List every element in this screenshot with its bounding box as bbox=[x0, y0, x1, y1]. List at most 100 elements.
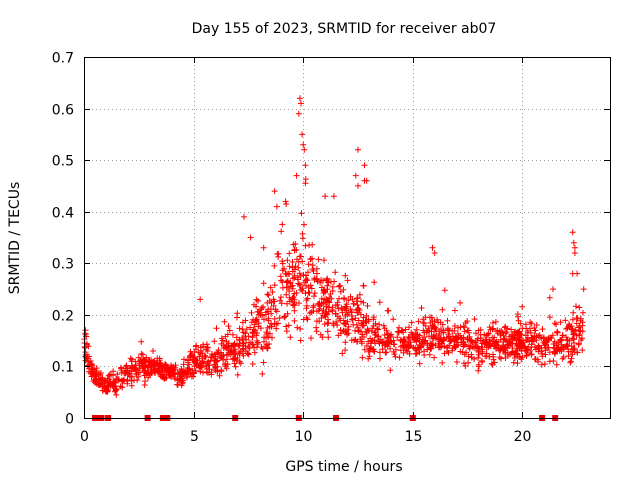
data-point bbox=[141, 369, 148, 375]
data-point bbox=[484, 340, 490, 347]
data-point bbox=[332, 311, 339, 317]
data-point bbox=[316, 305, 323, 312]
data-point bbox=[150, 348, 156, 354]
data-point bbox=[358, 340, 365, 347]
data-point bbox=[211, 357, 218, 363]
data-point bbox=[516, 340, 523, 347]
data-point bbox=[246, 339, 253, 346]
data-point bbox=[225, 340, 232, 347]
data-point bbox=[423, 329, 430, 336]
data-point bbox=[387, 367, 394, 374]
data-point bbox=[449, 347, 456, 354]
data-point bbox=[82, 330, 89, 337]
data-point bbox=[114, 371, 121, 378]
data-point bbox=[295, 258, 302, 265]
data-point bbox=[429, 318, 436, 325]
data-point bbox=[310, 267, 317, 274]
data-point bbox=[464, 336, 471, 343]
data-point bbox=[236, 336, 243, 343]
y-tick-label: 0.3 bbox=[52, 257, 74, 273]
data-point bbox=[337, 282, 344, 289]
data-point bbox=[289, 259, 296, 265]
data-point bbox=[236, 325, 243, 332]
data-point bbox=[327, 291, 334, 297]
data-point bbox=[370, 314, 377, 321]
data-point bbox=[352, 315, 359, 322]
data-point bbox=[392, 346, 399, 353]
data-point bbox=[127, 355, 134, 362]
data-point bbox=[215, 350, 222, 357]
data-point bbox=[462, 319, 469, 326]
data-point bbox=[512, 328, 519, 335]
data-point bbox=[431, 250, 438, 256]
data-point bbox=[275, 320, 281, 327]
data-point bbox=[197, 364, 204, 371]
data-point bbox=[569, 229, 576, 236]
data-point bbox=[260, 303, 267, 310]
data-point bbox=[567, 358, 574, 365]
data-point bbox=[357, 328, 364, 335]
data-point bbox=[580, 309, 586, 316]
data-point bbox=[382, 342, 389, 348]
data-point bbox=[309, 262, 316, 269]
data-point bbox=[431, 354, 438, 361]
data-point bbox=[291, 307, 298, 314]
data-point bbox=[199, 358, 206, 365]
data-point bbox=[135, 354, 142, 361]
data-point bbox=[174, 381, 181, 388]
data-point bbox=[311, 293, 317, 300]
data-point bbox=[118, 364, 124, 371]
data-point bbox=[283, 201, 290, 207]
data-point bbox=[451, 307, 458, 314]
data-point bbox=[97, 370, 104, 376]
data-point bbox=[311, 290, 318, 297]
data-point bbox=[535, 342, 542, 349]
data-point bbox=[179, 368, 186, 375]
x-tick-label: 10 bbox=[295, 429, 313, 445]
data-point bbox=[497, 332, 504, 338]
data-point bbox=[522, 321, 529, 328]
data-point bbox=[542, 338, 548, 345]
data-point bbox=[325, 334, 332, 341]
data-point bbox=[337, 327, 344, 333]
data-point bbox=[289, 302, 296, 309]
data-point bbox=[292, 263, 299, 270]
data-point bbox=[551, 351, 558, 357]
data-point bbox=[99, 374, 106, 381]
data-point bbox=[477, 326, 484, 333]
data-point bbox=[318, 277, 324, 284]
data-point bbox=[517, 320, 524, 327]
data-point bbox=[541, 361, 548, 367]
data-point bbox=[528, 334, 535, 341]
data-point bbox=[525, 344, 532, 351]
data-point bbox=[303, 302, 310, 309]
data-point bbox=[487, 326, 494, 333]
data-point bbox=[493, 338, 500, 345]
x-tick-label: 20 bbox=[514, 429, 532, 445]
data-point bbox=[264, 291, 271, 298]
data-point bbox=[502, 330, 509, 337]
data-point bbox=[200, 343, 207, 350]
data-point bbox=[571, 340, 577, 346]
data-point bbox=[278, 294, 284, 301]
data-point bbox=[345, 323, 352, 330]
data-point bbox=[339, 350, 346, 357]
data-point bbox=[376, 338, 383, 344]
y-axis-label: SRMTID / TECUs bbox=[7, 182, 23, 295]
data-point bbox=[383, 349, 390, 356]
data-point bbox=[487, 341, 494, 348]
data-point bbox=[490, 325, 497, 332]
data-point bbox=[307, 256, 314, 263]
data-point bbox=[345, 297, 352, 304]
data-point bbox=[240, 352, 247, 359]
data-point bbox=[106, 371, 113, 378]
data-point bbox=[110, 368, 117, 375]
data-point bbox=[455, 324, 461, 331]
data-point bbox=[228, 344, 235, 350]
data-point bbox=[255, 297, 261, 304]
data-point bbox=[167, 365, 174, 372]
data-point bbox=[184, 374, 191, 381]
data-point bbox=[300, 141, 307, 148]
data-point bbox=[363, 342, 370, 349]
data-point bbox=[283, 323, 290, 330]
